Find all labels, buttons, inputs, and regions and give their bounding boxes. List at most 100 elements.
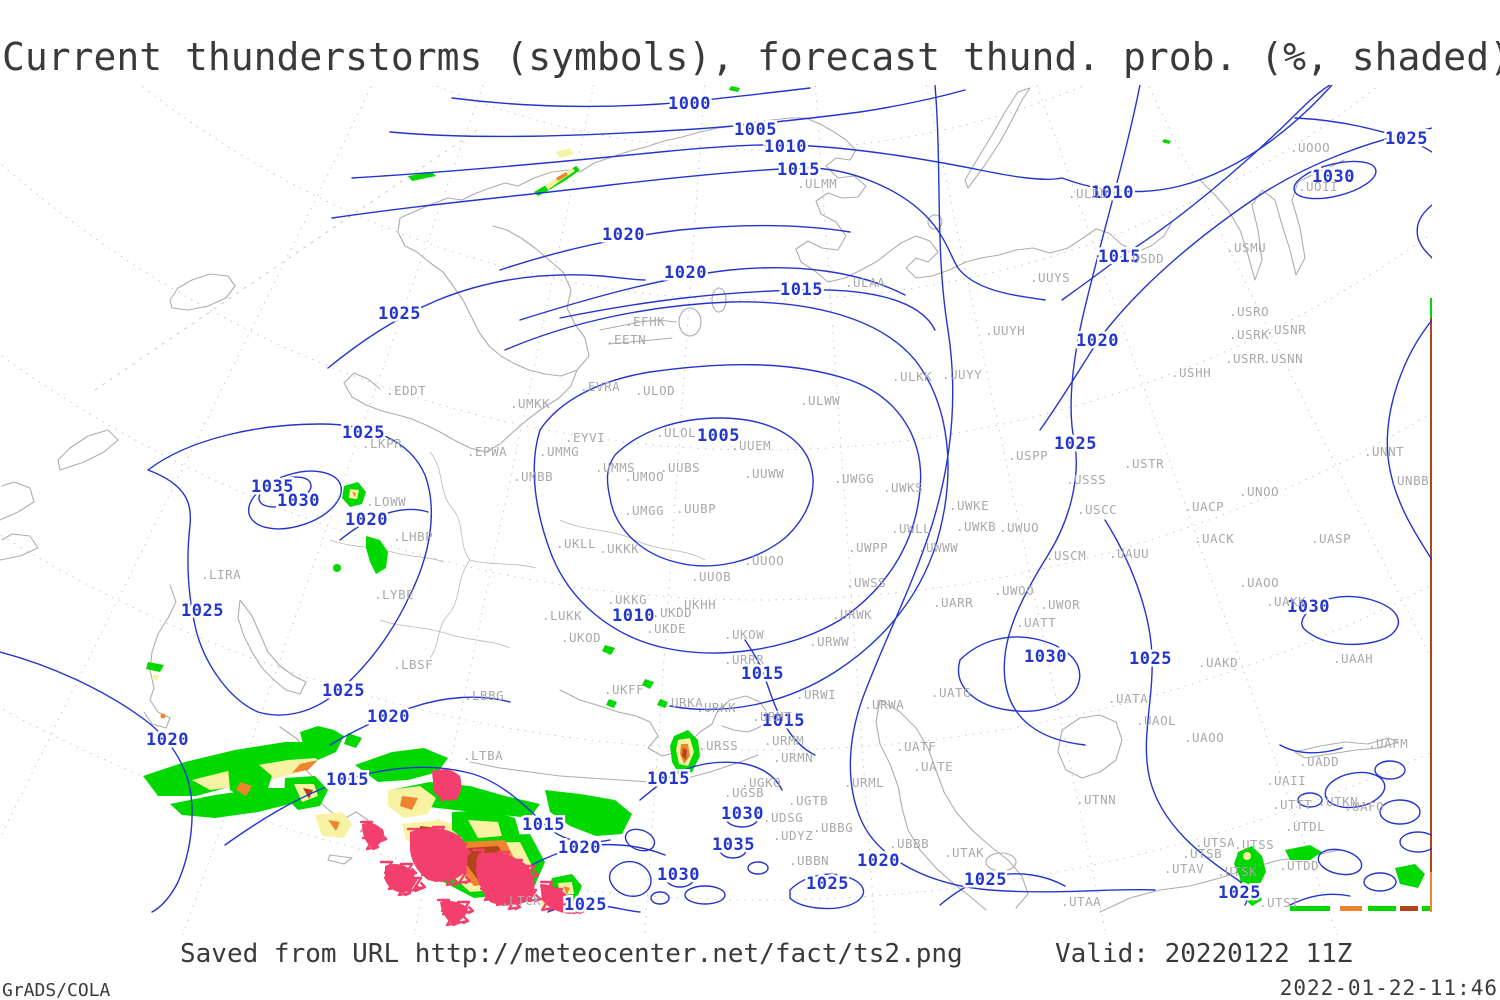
isobar-label: 1025 bbox=[564, 895, 607, 915]
station-label: .UWKS bbox=[883, 480, 923, 495]
station-label: .UOII bbox=[1298, 179, 1338, 194]
station-label: .UKOW bbox=[724, 627, 764, 642]
station-label: .UKFF bbox=[604, 682, 644, 697]
station-label: .UAAH bbox=[1333, 651, 1373, 666]
station-label: .LUKK bbox=[542, 608, 582, 623]
station-label: .URWW bbox=[809, 634, 849, 649]
isobar-label: 1020 bbox=[558, 838, 601, 858]
station-label: .UUOO bbox=[744, 553, 784, 568]
isobar-label: 1010 bbox=[764, 137, 807, 157]
station-label: .UTAV bbox=[1164, 861, 1204, 876]
station-label: .USRR bbox=[1225, 351, 1265, 366]
station-label: .UWGG bbox=[834, 471, 874, 486]
isobar-label: 1015 bbox=[780, 280, 823, 300]
station-label: .UTSA bbox=[1195, 835, 1235, 850]
station-label: .UWUO bbox=[999, 520, 1039, 535]
isobar-label: 1025 bbox=[1129, 649, 1172, 669]
station-label: .LIRA bbox=[201, 567, 241, 582]
station-label: .USNR bbox=[1266, 322, 1306, 337]
station-label: .UADD bbox=[1299, 754, 1339, 769]
station-label: .ULKK bbox=[892, 369, 932, 384]
station-label: .UNOO bbox=[1239, 484, 1279, 499]
station-label: .UBBG bbox=[813, 820, 853, 835]
isobar-label: 1020 bbox=[367, 707, 410, 727]
isobar-label: 1020 bbox=[602, 225, 645, 245]
isobar-label: 1020 bbox=[146, 730, 189, 750]
station-label: .UTDD bbox=[1279, 858, 1319, 873]
station-label: .UAUU bbox=[1109, 546, 1149, 561]
station-label: .EFHK bbox=[625, 314, 665, 329]
station-label: .UBBN bbox=[789, 853, 829, 868]
station-label: .USCC bbox=[1077, 502, 1117, 517]
station-label: .UGTB bbox=[788, 793, 828, 808]
station-label: .UGSB bbox=[724, 785, 764, 800]
saved-from-url-text: Saved from URL http://meteocenter.net/fa… bbox=[180, 939, 963, 969]
isobar-label: 1005 bbox=[734, 120, 777, 140]
station-label: .EPWA bbox=[467, 444, 507, 459]
station-label: .UATF bbox=[896, 739, 936, 754]
isobar-label: 1025 bbox=[1054, 434, 1097, 454]
station-label: .UACK bbox=[1194, 531, 1234, 546]
station-label: .URRR bbox=[724, 652, 764, 667]
isobar-label: 1010 bbox=[1091, 183, 1134, 203]
station-label: .UUBS bbox=[660, 460, 700, 475]
station-label: .UDSG bbox=[763, 810, 803, 825]
station-label: .UKKK bbox=[599, 541, 639, 556]
station-label: .UATA bbox=[1108, 691, 1148, 706]
station-label: .UATE bbox=[913, 759, 953, 774]
station-label: .URWA bbox=[864, 697, 904, 712]
isobar-label: 1020 bbox=[857, 851, 900, 871]
station-label: .UTAA bbox=[1061, 894, 1101, 909]
isobar-label: 1015 bbox=[522, 815, 565, 835]
station-label: .USSS bbox=[1066, 472, 1106, 487]
chart-title: Current thunderstorms (symbols), forecas… bbox=[2, 35, 1500, 79]
station-label: .LBSF bbox=[393, 657, 433, 672]
station-label: .EVRA bbox=[580, 379, 620, 394]
station-label: .UNBB bbox=[1389, 473, 1429, 488]
station-label: .ULAA bbox=[845, 275, 885, 290]
station-label: .USMU bbox=[1226, 240, 1266, 255]
station-label: .ULOD bbox=[635, 383, 675, 398]
isobar-label: 1025 bbox=[806, 874, 849, 894]
station-label: .USTR bbox=[1124, 456, 1164, 471]
station-label: .USRK bbox=[1229, 327, 1269, 342]
isobar-label: 1020 bbox=[664, 263, 707, 283]
station-label: .LHBP bbox=[393, 529, 433, 544]
isobar-label: 1030 bbox=[277, 491, 320, 511]
station-label: .UOOO bbox=[1290, 140, 1330, 155]
station-label: .ULMM bbox=[797, 176, 837, 191]
station-label: .UTTT bbox=[1272, 797, 1312, 812]
isobar-label: 1035 bbox=[712, 835, 755, 855]
station-label: .USHH bbox=[1171, 365, 1211, 380]
station-label: .UDYZ bbox=[773, 828, 813, 843]
isobar-label: 1035 bbox=[251, 477, 294, 497]
station-label: .UTSB bbox=[1182, 846, 1222, 861]
station-label: .URML bbox=[844, 775, 884, 790]
isobar-label: 1020 bbox=[1076, 331, 1119, 351]
isobar-label: 1015 bbox=[741, 664, 784, 684]
station-label: .UKKG bbox=[607, 592, 647, 607]
station-label: .UMMG bbox=[539, 444, 579, 459]
station-label: .UATG bbox=[931, 685, 971, 700]
station-label: .UNNT bbox=[1364, 444, 1404, 459]
station-label: .UTKN bbox=[1318, 794, 1358, 809]
station-label: .UKDD bbox=[652, 605, 692, 620]
generation-timestamp: 2022-01-22-11:46 bbox=[1280, 976, 1498, 1000]
isobar-label: 1015 bbox=[647, 769, 690, 789]
station-label: .UAKK bbox=[1266, 594, 1306, 609]
station-label: .UBBB bbox=[889, 836, 929, 851]
station-label: .UKDE bbox=[646, 621, 686, 636]
station-label: .LTBA bbox=[463, 748, 503, 763]
isobar-label: 1025 bbox=[1218, 883, 1261, 903]
station-label: .UAOO bbox=[1239, 575, 1279, 590]
grads-cola-credit: GrADS/COLA bbox=[2, 980, 111, 1000]
station-label: .URWI bbox=[796, 687, 836, 702]
station-label: .UAFM bbox=[1368, 736, 1408, 751]
station-label: .UAOO bbox=[1184, 730, 1224, 745]
isobar-label: 1015 bbox=[326, 770, 369, 790]
isobar-label: 1005 bbox=[697, 426, 740, 446]
station-label: .URMT bbox=[752, 709, 792, 724]
